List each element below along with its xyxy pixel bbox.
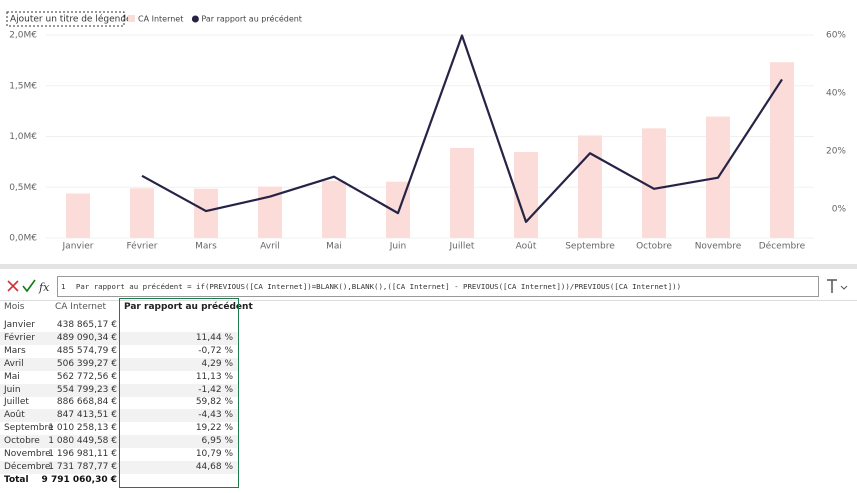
table-cell: 1 731 787,77 € — [48, 461, 117, 472]
x-tick-label: Juin — [389, 242, 407, 252]
y2-tick-label: 20% — [826, 147, 846, 157]
y-tick-label: 1,5M€ — [9, 81, 37, 91]
legend-title-box — [6, 11, 125, 27]
table-cell: 19,22 % — [195, 423, 233, 434]
table-cell: 1 010 258,13 € — [48, 423, 117, 434]
table-cell: 11,44 % — [195, 332, 233, 343]
table-cell: 847 413,51 € — [56, 410, 117, 421]
x-tick-label: Septembre — [565, 242, 615, 252]
table-cell: Juillet — [4, 397, 29, 408]
table-cell: Mois — [4, 302, 25, 312]
table-cell: 506 399,27 € — [56, 358, 117, 369]
table-cell: -1,42 % — [198, 384, 233, 395]
function-icon[interactable]: fx — [38, 281, 50, 294]
x-tick-label: Mai — [326, 242, 342, 252]
bar — [514, 151, 538, 238]
x-tick-label: Décembre — [759, 241, 806, 252]
x-tick-label: Juillet — [449, 242, 475, 252]
legend-label: Par rapport au précédent — [201, 14, 302, 24]
bar — [770, 62, 794, 238]
table-cell: Avril — [4, 358, 24, 369]
table-cell: CA Internet — [55, 302, 107, 312]
table-cell: Total — [4, 474, 29, 485]
table-cell: 1 196 981,11 € — [48, 449, 117, 459]
legend-swatch — [128, 15, 135, 22]
y2-tick-label: 0% — [832, 205, 847, 215]
table-cell: 438 865,17 € — [56, 320, 117, 330]
table-cell: 11,13 % — [195, 371, 233, 382]
table: Mois CA Internet Par rapport au précédent J… — [0, 298, 253, 490]
bar — [194, 188, 218, 238]
formula-box[interactable]: 1 Par rapport au précédent = if(PREVIOUS… — [57, 276, 819, 297]
table-cell: Décembre — [4, 461, 51, 472]
bar — [322, 180, 346, 238]
x-tick-label: Octobre — [636, 242, 672, 252]
table-cell: Août — [4, 410, 25, 421]
column-selection[interactable] — [119, 298, 239, 488]
y-tick-label: 1,0M€ — [9, 132, 37, 142]
table-cell: 10,79 % — [195, 449, 233, 459]
table-cell: Septembre — [4, 423, 54, 434]
y-tick-label: 0,5M€ — [9, 183, 37, 193]
y-tick-label: 0,0M€ — [9, 234, 37, 244]
cancel-icon[interactable] — [7, 280, 19, 292]
table-cell: 9 791 060,30 € — [41, 474, 117, 485]
table-cell: Mai — [4, 371, 20, 382]
table-cell: Novembre — [4, 449, 51, 459]
x-tick-label: Novembre — [695, 242, 742, 252]
y-tick-label: 2,0M€ — [9, 31, 37, 41]
x-tick-label: Avril — [260, 242, 280, 252]
x-tick-label: Mars — [195, 242, 217, 252]
formula-icons: fx — [7, 279, 50, 294]
table-cell: Juin — [4, 384, 21, 395]
formula-text: Par rapport au précédent = if(PREVIOUS([… — [75, 282, 682, 291]
table-cell: 44,68 % — [195, 461, 233, 472]
y2-tick-label: 40% — [826, 89, 846, 99]
bar — [66, 193, 90, 238]
expand-icon[interactable] — [824, 277, 854, 297]
table-cell: 59,82 % — [195, 397, 233, 408]
separator — [0, 264, 857, 269]
table-cell: 554 799,23 € — [56, 384, 117, 395]
y2-tick-label: 60% — [826, 31, 846, 41]
table-cell: 489 090,34 € — [56, 332, 117, 343]
bar — [450, 148, 474, 238]
table-cell: 562 772,56 € — [56, 371, 117, 382]
table-cell: -4,43 % — [198, 410, 233, 421]
bar — [578, 135, 602, 238]
table-cell: Octobre — [4, 436, 40, 447]
table-cell: 485 574,79 € — [56, 345, 117, 356]
table-cell: -0,72 % — [198, 345, 233, 356]
table-cell: Janvier — [4, 320, 35, 330]
table-cell: Par rapport au précédent — [124, 302, 253, 312]
x-tick-label: Janvier — [62, 242, 94, 252]
bar — [130, 188, 154, 238]
table-cell: 4,29 % — [201, 358, 233, 369]
table-cell: Février — [4, 332, 35, 343]
x-tick-label: Février — [127, 241, 158, 252]
table-cell: Mars — [4, 345, 26, 356]
legend-swatch — [191, 15, 199, 23]
legend-label: CA Internet — [138, 15, 183, 24]
table-cell: 886 668,84 € — [56, 397, 117, 408]
table-cell: 1 080 449,58 € — [48, 436, 117, 447]
x-tick-label: Août — [516, 242, 537, 252]
confirm-icon[interactable] — [22, 279, 36, 293]
formula-bar — [0, 270, 857, 301]
legend-title[interactable]: Ajouter un titre de légende — [10, 14, 132, 25]
chart: Ajouter un titre de légende CA Internet P… — [6, 11, 847, 252]
table-cell: 6,95 % — [201, 436, 233, 447]
line — [141, 34, 783, 223]
line-number: 1 — [61, 282, 66, 291]
